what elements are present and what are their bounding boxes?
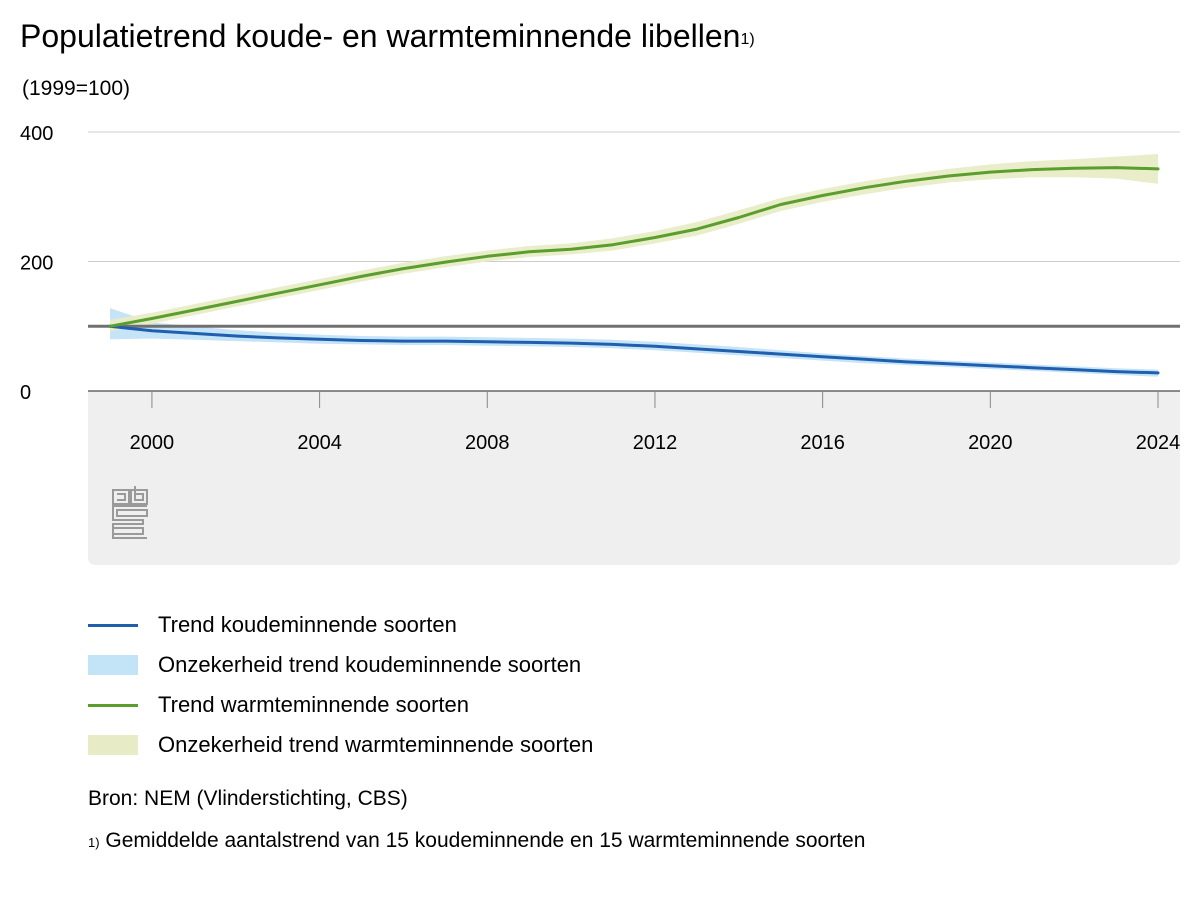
y-tick-label: 0 — [20, 382, 31, 404]
legend-label: Onzekerheid trend warmteminnende soorten — [158, 732, 594, 757]
x-tick-label: 2020 — [968, 432, 1013, 454]
series-lines — [88, 166, 1180, 375]
uncertainty-bands — [110, 154, 1158, 377]
title-footnote-marker: 1) — [740, 31, 755, 48]
cbs-logo-icon — [112, 486, 148, 539]
legend-swatch-warm-uncertainty — [88, 735, 138, 755]
legend-swatch-warm-trend — [88, 704, 138, 707]
x-tick-label: 2008 — [465, 432, 510, 454]
x-tick-label: 2016 — [800, 432, 845, 454]
series-line-cold — [108, 324, 1160, 375]
series-line-warm — [108, 166, 1160, 328]
x-axis-background — [88, 391, 1180, 565]
legend-label: Trend koudeminnende soorten — [158, 612, 457, 637]
footnote: 1) Gemiddelde aantalstrend van 15 koudem… — [88, 828, 865, 854]
gridlines — [88, 131, 1180, 392]
legend-label: Trend warmteminnende soorten — [158, 692, 470, 717]
x-axis-ticks: 2000 2004 2008 2012 2016 2020 2024 — [130, 391, 1181, 454]
legend-swatch-cold-uncertainty — [88, 655, 138, 675]
unit-label: (1999=100) — [22, 77, 131, 100]
line-chart: 0 200 400 2000 2004 2008 2012 2016 2020 2024 — [20, 123, 1181, 565]
x-tick-label: 2012 — [633, 432, 678, 454]
footnote-marker: 1) — [88, 835, 100, 850]
uncertainty-band-warm — [110, 154, 1158, 332]
footnote-text: Gemiddelde aantalstrend van 15 koudeminn… — [105, 829, 866, 852]
y-tick-label: 400 — [20, 123, 53, 145]
y-axis-ticks: 0 200 400 — [20, 123, 53, 404]
chart-title: Populatietrend koude- en warmteminnende … — [20, 18, 755, 54]
legend-label: Onzekerheid trend koudeminnende soorten — [158, 652, 582, 677]
legend-swatch-cold-trend — [88, 624, 138, 627]
x-tick-label: 2000 — [130, 432, 175, 454]
x-tick-label: 2004 — [297, 432, 342, 454]
y-tick-label: 200 — [20, 253, 53, 275]
uncertainty-band-cold — [110, 308, 1158, 377]
source-note: Bron: NEM (Vlinderstichting, CBS) — [88, 787, 408, 810]
x-axis-area — [88, 391, 1180, 565]
x-tick-label: 2024 — [1136, 432, 1181, 454]
